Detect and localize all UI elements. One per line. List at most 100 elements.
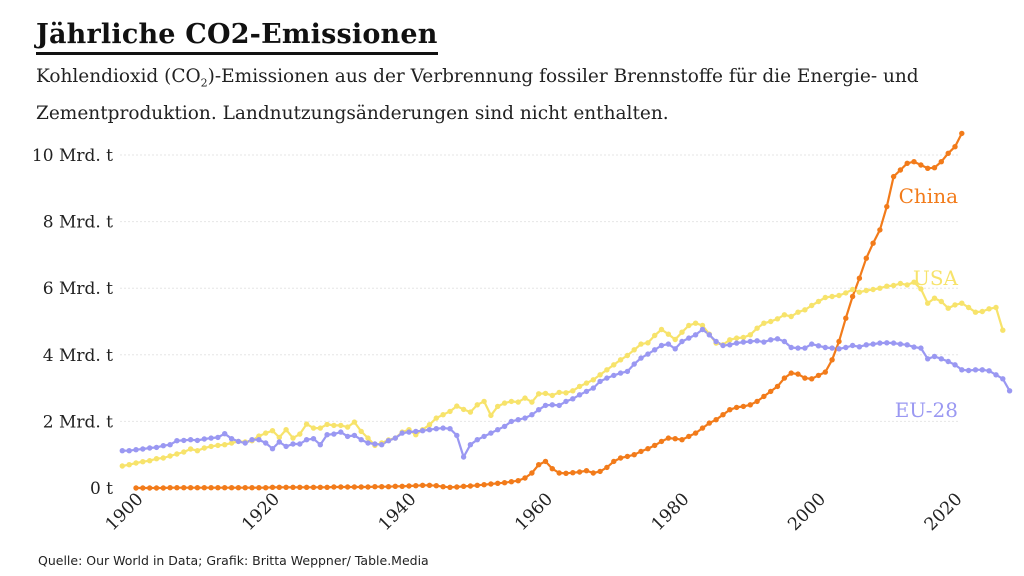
data-point-eu-28	[713, 338, 719, 345]
data-point-china	[583, 468, 590, 474]
data-point-usa	[986, 306, 992, 312]
data-point-usa	[297, 431, 303, 437]
data-point-eu-28	[126, 448, 132, 454]
data-point-eu-28	[699, 326, 706, 333]
data-point-eu-28	[945, 358, 951, 365]
data-point-usa	[481, 398, 487, 405]
data-point-china	[187, 485, 194, 491]
data-point-china	[160, 485, 166, 491]
data-point-eu-28	[733, 340, 740, 346]
data-point-eu-28	[802, 345, 808, 351]
data-point-china	[263, 485, 269, 491]
data-point-usa	[433, 415, 439, 421]
data-point-china	[638, 448, 644, 455]
data-point-usa	[931, 295, 938, 301]
x-tick-label: 1920	[238, 489, 284, 535]
data-point-eu-28	[481, 433, 487, 440]
data-point-china	[406, 483, 412, 489]
y-tick-label: 8 Mrd. t	[43, 213, 113, 233]
data-point-china	[768, 388, 774, 395]
data-point-eu-28	[283, 443, 289, 450]
series-line-usa	[121, 281, 1004, 468]
data-point-eu-28	[576, 392, 583, 398]
data-point-usa	[768, 318, 774, 325]
data-point-eu-28	[692, 332, 699, 338]
data-point-china	[133, 485, 139, 491]
data-point-eu-28	[426, 427, 433, 433]
data-point-eu-28	[344, 433, 351, 440]
data-point-usa	[263, 430, 269, 436]
data-point-usa	[938, 298, 944, 305]
data-point-usa	[863, 287, 869, 294]
data-point-usa	[542, 390, 549, 397]
data-point-eu-28	[617, 370, 624, 376]
data-point-eu-28	[979, 367, 985, 373]
data-point-usa	[283, 427, 289, 433]
data-point-eu-28	[167, 442, 173, 448]
data-point-usa	[952, 302, 958, 308]
y-tick-label: 4 Mrd. t	[43, 346, 113, 366]
data-point-china	[413, 483, 419, 489]
data-point-china	[925, 165, 931, 171]
data-point-china	[433, 483, 439, 489]
data-point-usa	[665, 331, 672, 337]
data-point-usa	[815, 298, 822, 305]
data-point-china	[365, 484, 371, 490]
data-point-usa	[972, 309, 979, 315]
data-point-eu-28	[160, 443, 166, 449]
data-point-eu-28	[413, 428, 419, 435]
data-point-usa	[993, 304, 999, 311]
data-point-china	[276, 484, 282, 490]
data-point-china	[652, 442, 658, 449]
data-point-eu-28	[194, 437, 201, 444]
data-point-usa	[836, 292, 842, 299]
data-point-eu-28	[843, 344, 849, 351]
data-point-usa	[276, 434, 282, 441]
data-point-china	[809, 376, 815, 382]
data-point-china	[488, 481, 494, 487]
data-point-usa	[856, 289, 863, 295]
data-point-usa	[679, 329, 685, 335]
x-tick-label: 1960	[511, 489, 557, 535]
data-point-usa	[638, 341, 644, 347]
subtitle-subscript: 2	[200, 76, 208, 90]
data-point-eu-28	[645, 351, 651, 357]
data-point-china	[774, 383, 781, 390]
data-point-eu-28	[263, 440, 269, 446]
data-point-china	[699, 425, 706, 431]
data-point-china	[501, 480, 508, 486]
data-point-usa	[843, 290, 849, 296]
data-point-eu-28	[208, 435, 214, 441]
data-point-eu-28	[542, 402, 549, 409]
data-point-china	[781, 375, 788, 381]
data-point-china	[379, 484, 385, 490]
data-point-china	[310, 484, 317, 490]
data-point-eu-28	[447, 426, 453, 432]
data-point-usa	[324, 421, 330, 428]
data-point-china	[692, 430, 699, 436]
data-point-eu-28	[686, 335, 692, 341]
data-point-eu-28	[454, 432, 460, 439]
data-point-usa	[460, 406, 467, 413]
data-point-usa	[849, 286, 856, 293]
data-point-usa	[761, 320, 767, 326]
data-point-eu-28	[549, 402, 555, 408]
data-point-china	[611, 458, 617, 465]
data-point-usa	[747, 332, 753, 338]
data-point-usa	[611, 362, 617, 368]
data-point-china	[167, 485, 173, 491]
data-point-usa	[474, 402, 480, 408]
data-point-eu-28	[222, 431, 228, 437]
data-point-usa	[488, 412, 494, 419]
data-point-usa	[979, 308, 985, 315]
data-point-china	[174, 485, 180, 491]
data-point-usa	[870, 286, 876, 293]
data-point-usa	[822, 294, 828, 301]
data-point-eu-28	[187, 437, 194, 443]
data-point-china	[788, 370, 794, 376]
data-point-china	[590, 470, 596, 476]
data-point-china	[679, 437, 685, 443]
data-point-china	[481, 482, 487, 488]
data-point-eu-28	[918, 345, 924, 351]
data-point-usa	[631, 347, 637, 353]
